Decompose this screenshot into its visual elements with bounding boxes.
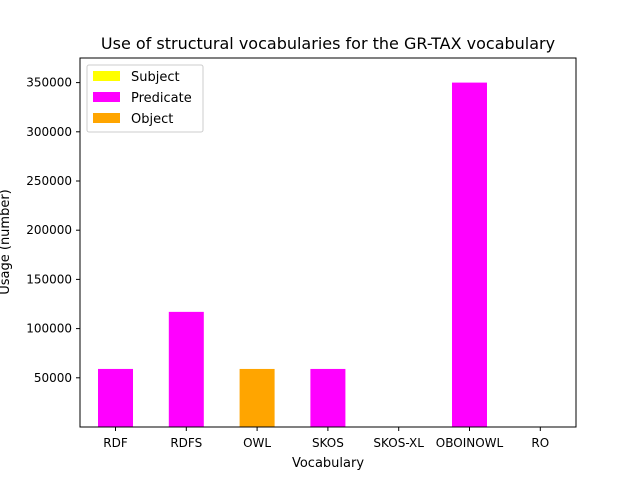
legend-label-predicate: Predicate (131, 91, 192, 106)
y-axis: 50000 100000 150000 200000 250000 300000 35000… (26, 76, 80, 385)
x-tick-label: OWL (243, 436, 271, 450)
x-axis: RDF RDFS OWL SKOS SKOS-XL OBOINOWL RO (103, 427, 549, 450)
bar-predicate-skos (310, 368, 346, 427)
legend-swatch-object (93, 113, 120, 123)
y-axis-title: Usage (number) (0, 189, 13, 295)
y-tick-label: 200000 (26, 223, 72, 237)
legend: Subject Predicate Object (86, 64, 204, 133)
x-tick-label: RDFS (170, 436, 202, 450)
legend-label-object: Object (131, 112, 173, 127)
y-tick-label: 100000 (26, 322, 72, 336)
bar-object-owl (239, 368, 275, 427)
y-tick-label: 150000 (26, 272, 72, 286)
y-tick-label: 250000 (26, 174, 72, 188)
x-axis-title: Vocabulary (292, 456, 364, 471)
bars-group (98, 82, 487, 427)
y-tick-label: 350000 (26, 76, 72, 90)
x-tick-label: OBOINOWL (436, 436, 504, 450)
bar-predicate-oboinowl (452, 82, 487, 427)
legend-swatch-predicate (93, 92, 120, 102)
x-tick-label: RDF (103, 436, 128, 450)
legend-label-subject: Subject (131, 70, 180, 85)
y-tick-label: 300000 (26, 125, 72, 139)
y-tick-label: 50000 (34, 371, 72, 385)
chart-title: Use of structural vocabularies for the G… (101, 34, 555, 53)
x-tick-label: SKOS (312, 436, 344, 450)
bar-predicate-rdf (98, 368, 133, 427)
x-tick-label: RO (531, 436, 549, 450)
bar-predicate-rdfs (168, 311, 204, 427)
x-tick-label: SKOS-XL (373, 436, 424, 450)
legend-swatch-subject (93, 71, 120, 81)
